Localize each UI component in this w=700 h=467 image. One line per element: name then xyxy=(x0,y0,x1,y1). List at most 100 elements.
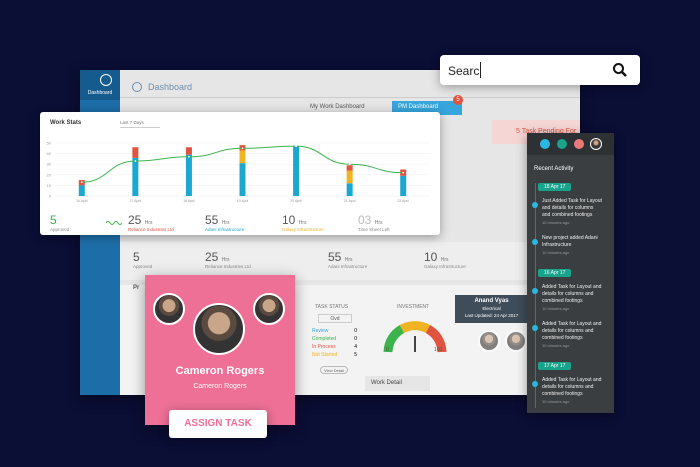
activity-item: Added Task for Layout and details for co… xyxy=(542,321,602,349)
view-detail[interactable]: View Detail xyxy=(320,366,348,374)
stat-label: Galaxy Infrastructure xyxy=(282,227,324,232)
tab[interactable]: My Work Dashboard xyxy=(310,104,365,110)
y-tick-label: 10 xyxy=(47,183,52,188)
gauge xyxy=(383,321,447,353)
badge: 5 xyxy=(453,95,463,105)
activity-item: Added Task for Layout and details for co… xyxy=(542,284,602,312)
profile-name: Cameron Rogers xyxy=(175,365,265,377)
section-title: TASK STATUS xyxy=(315,304,349,310)
section-title: INVESTMENT xyxy=(397,304,430,310)
stat-unit: Hrs xyxy=(221,220,230,226)
activity-text: Added Task for Layout and details for co… xyxy=(542,377,602,397)
search-input[interactable]: Searc xyxy=(448,64,480,78)
bar-segment xyxy=(78,185,85,196)
icon[interactable] xyxy=(540,139,550,149)
stat-value: 25 xyxy=(205,250,219,264)
activity-text: Just Added Task for Layout and details f… xyxy=(542,198,602,218)
stat: 5 Approved xyxy=(50,213,69,232)
activity-time: 10 minutes ago xyxy=(542,343,570,348)
work-detail[interactable]: Work Detail xyxy=(365,376,430,391)
bar-segment xyxy=(239,150,246,164)
trend-point xyxy=(295,145,297,148)
stat-value: 5 xyxy=(50,213,57,227)
activity-time: 10 minutes ago xyxy=(542,399,570,404)
icon[interactable] xyxy=(574,139,584,149)
stats-row xyxy=(120,242,530,280)
task-label: Review xyxy=(312,328,329,334)
bar-segment xyxy=(132,157,139,196)
bar-segment xyxy=(346,183,353,196)
stat-unit: Hrs xyxy=(440,257,449,263)
activity-time: 10 minutes ago xyxy=(542,250,570,255)
bar-segment xyxy=(293,146,300,196)
y-tick-label: 30 xyxy=(47,162,52,167)
stat-label: Adani Infrastructure xyxy=(205,227,245,232)
wave-icon xyxy=(106,221,122,225)
task-label: Not Started xyxy=(312,352,338,358)
x-tick-label: 17 April xyxy=(130,199,142,203)
task-list: Review 0 Completed 0 In Process 4 Not Start… xyxy=(312,327,357,359)
stat: 10 Hrs Galaxy Infrastructure xyxy=(424,250,466,269)
trend-point xyxy=(80,181,83,184)
stat-unit: Hrs xyxy=(298,220,307,226)
dot xyxy=(532,381,538,387)
avatar xyxy=(590,138,602,150)
chart: 0 10 20 30 40 50 16 April 17 April 18 April 19 Ap… xyxy=(47,141,430,203)
task-count: 4 xyxy=(354,344,357,350)
activity-panel: Recent Activity 18 Apr 17 Just Added Task… xyxy=(527,133,614,413)
date-tag: 18 Apr 17 xyxy=(538,183,572,191)
tooltip: Anand Vyas Electrical Last Updated: 24 A… xyxy=(455,295,528,323)
trend-point xyxy=(402,171,405,174)
stat: 5 Approved xyxy=(133,250,152,269)
search-box[interactable]: Searc xyxy=(440,55,640,85)
stat-value: 10 xyxy=(424,250,438,264)
bar-segment xyxy=(346,165,353,171)
stat-value: 55 xyxy=(328,250,342,264)
caret xyxy=(480,62,481,78)
sidebar-item[interactable]: Dashboard xyxy=(80,70,120,100)
x-tick-label: 22 April xyxy=(397,199,409,203)
bar-segment xyxy=(239,163,246,196)
panel-title: Recent Activity xyxy=(534,166,574,172)
profile-card: Cameron Rogers Cameron Rogers xyxy=(145,275,295,425)
stat-value: 55 xyxy=(205,213,219,227)
tooltip-role: Electrical xyxy=(482,306,501,311)
trend-point xyxy=(134,160,137,162)
stat-label: Galaxy Infrastructure xyxy=(424,264,466,269)
x-tick-label: 19 April xyxy=(237,199,249,203)
date-tag: 17 Apr 17 xyxy=(538,362,572,370)
activity-text: New project added Adani Infrastructure xyxy=(542,235,598,248)
stat-unit: Hrs xyxy=(344,257,353,263)
tab-active[interactable]: PM Dashboard xyxy=(392,101,462,115)
activity-text: Added Task for Layout and details for co… xyxy=(542,284,602,304)
stat-label: Reliance Industries Ltd xyxy=(205,264,251,269)
icon[interactable] xyxy=(557,139,567,149)
gauge-arc xyxy=(425,325,447,353)
assign-task-button[interactable]: ASSIGN TASK xyxy=(169,410,267,438)
stat-value: 5 xyxy=(133,250,140,264)
stat-unit: Hrs xyxy=(144,220,153,226)
stat-label: Approved xyxy=(133,264,153,269)
stat: 03 Hrs Time Sheet Left xyxy=(358,213,390,232)
stat-label: Adani Infrastructure xyxy=(328,264,368,269)
x-tick-label: 20 April xyxy=(290,199,302,203)
tab[interactable]: Ovd xyxy=(318,314,352,323)
avatar xyxy=(253,293,285,325)
x-tick-label: 18 April xyxy=(183,199,195,203)
icon xyxy=(132,82,142,92)
trend-point xyxy=(348,163,351,166)
gauge-arc xyxy=(383,325,405,353)
trend-point xyxy=(188,155,190,158)
header-title: Dashboard xyxy=(148,82,193,92)
date-tag: 16 Apr 17 xyxy=(538,269,572,277)
search-icon[interactable] xyxy=(612,62,628,78)
tooltip-name: Anand Vyas xyxy=(474,298,509,304)
avatar xyxy=(478,330,500,352)
period-select[interactable]: Last 7 Days xyxy=(120,118,160,128)
task-count: 5 xyxy=(354,352,357,358)
activity-time: 10 minutes ago xyxy=(542,220,570,225)
task-count: 0 xyxy=(354,328,357,334)
stat-unit: Hrs xyxy=(374,220,383,226)
activity-text: Added Task for Layout and details for co… xyxy=(542,321,602,341)
